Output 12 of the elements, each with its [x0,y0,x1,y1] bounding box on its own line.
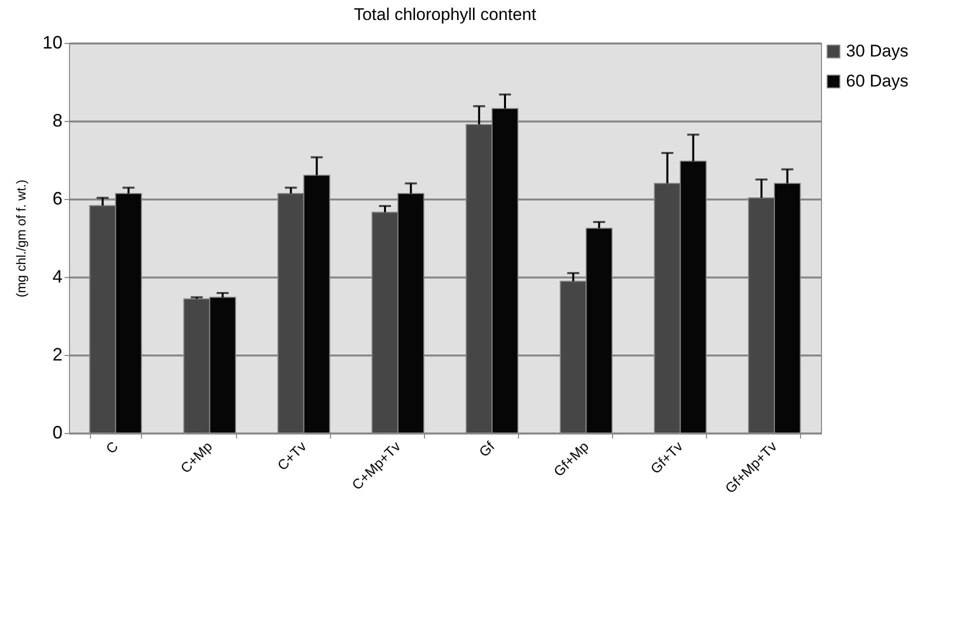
legend-label: 60 Days [846,72,908,90]
chart-title: Total chlorophyll content [354,5,536,24]
legend-label: 30 Days [846,42,908,60]
y-tick-label: 8 [52,110,62,130]
y-tick-label: 6 [52,188,62,208]
y-axis-title: (mg chl./gm of f. wt.) [13,180,28,298]
x-tick-label: Gf [476,438,498,460]
y-tick-label: 0 [52,422,62,442]
y-tick-label: 4 [52,266,62,286]
y-tick-label: 2 [52,344,62,364]
x-tick-label: C [102,438,122,457]
y-tick-label: 10 [42,32,62,52]
